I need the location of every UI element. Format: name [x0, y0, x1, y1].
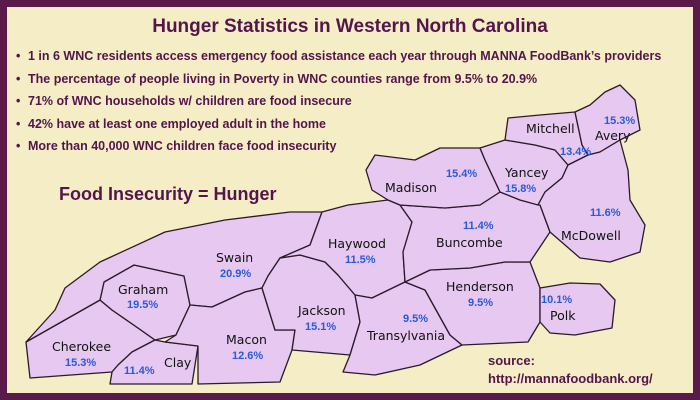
bullet-icon: • [16, 139, 21, 153]
page-title: Hunger Statistics in Western North Carol… [152, 16, 548, 37]
county-percentage: 15.3% [604, 115, 635, 127]
county-percentage: 20.9% [220, 268, 251, 280]
county-name: McDowell [561, 228, 621, 243]
county-name: Mitchell [526, 121, 575, 136]
county-percentage: 10.1% [541, 294, 572, 306]
county-percentage: 15.8% [505, 183, 536, 195]
county-percentage: 15.4% [446, 168, 477, 180]
list-item-text: 42% have at least one employed adult in … [28, 116, 326, 131]
bullet-icon: • [16, 94, 21, 108]
county-mcdowell [537, 139, 646, 263]
source-url: http://mannafoodbank.org/ [488, 371, 653, 386]
county-name: Graham [118, 282, 168, 297]
county-percentage: 15.1% [305, 321, 336, 333]
county-percentage: 12.6% [232, 350, 263, 362]
source-label: source: [488, 353, 535, 368]
source-credit: source: http://mannafoodbank.org/ [488, 352, 653, 388]
county-percentage: 19.5% [127, 299, 158, 311]
county-name: Buncombe [436, 235, 503, 250]
bullet-icon: • [16, 116, 21, 131]
county-percentage: 15.3% [65, 357, 96, 369]
list-item: • 42% have at least one employed adult in… [16, 117, 661, 140]
list-item: • The percentage of people living in Pove… [16, 72, 661, 95]
county-name: Haywood [328, 236, 386, 251]
county-name: Madison [385, 180, 437, 195]
county-name: Polk [550, 308, 576, 323]
county-name: Cherokee [52, 339, 111, 354]
bullet-icon: • [16, 71, 21, 86]
county-name: Clay [164, 355, 192, 370]
list-item-text: 71% of WNC households w/ children are fo… [28, 94, 352, 108]
list-item: • More than 40,000 WNC children face food… [16, 139, 661, 162]
list-item-text: The percentage of people living in Pover… [28, 71, 538, 86]
list-item: • 71% of WNC households w/ children are f… [16, 94, 661, 117]
list-item-text: 1 in 6 WNC residents access emergency fo… [28, 49, 662, 63]
slogan: Food Insecurity = Hunger [59, 184, 277, 204]
county-name: Swain [216, 250, 253, 265]
county-name: Yancey [504, 165, 549, 180]
list-item: • 1 in 6 WNC residents access emergency f… [16, 49, 661, 72]
county-name: Transylvania [366, 328, 445, 343]
county-percentage: 13.4% [560, 146, 591, 158]
bullet-icon: • [16, 49, 21, 63]
county-avery [574, 84, 641, 156]
list-item-text: More than 40,000 WNC children face food … [28, 139, 337, 153]
statistics-list: • 1 in 6 WNC residents access emergency f… [16, 49, 661, 162]
county-percentage: 11.6% [590, 207, 621, 219]
county-percentage: 9.5% [468, 297, 493, 309]
county-percentage: 11.5% [345, 254, 376, 266]
county-name: Macon [226, 332, 267, 347]
county-percentage: 11.4% [463, 220, 494, 232]
county-name: Avery [595, 128, 631, 143]
county-polk [539, 282, 616, 336]
county-percentage: 11.4% [124, 365, 155, 377]
county-percentage: 9.5% [403, 313, 428, 325]
county-name: Jackson [297, 303, 346, 318]
county-name: Henderson [446, 279, 514, 294]
